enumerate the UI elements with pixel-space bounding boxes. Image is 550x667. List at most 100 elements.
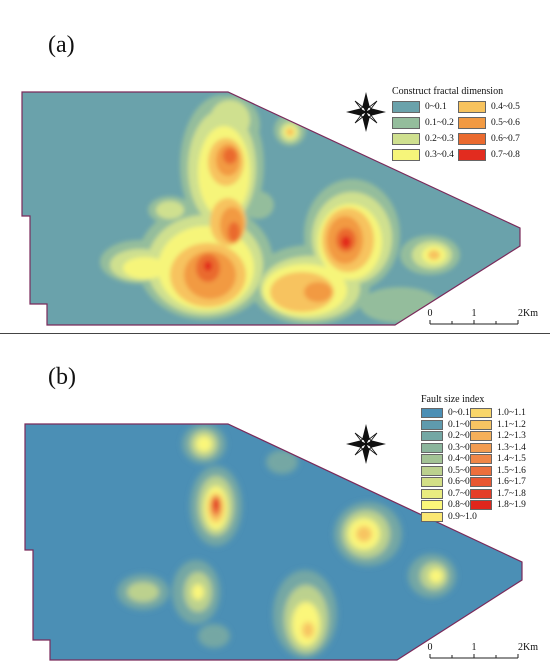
- legend-swatch: [421, 442, 443, 453]
- legend-swatch: [458, 149, 486, 161]
- legend-swatch: [470, 419, 492, 430]
- scale-label-1: 1: [471, 642, 477, 653]
- scale-label-2km: 2Km: [518, 308, 538, 319]
- legend-item: 0.4~0.5: [458, 101, 520, 113]
- legend-item: 0.1~0.2: [421, 419, 477, 430]
- legend-label: 0.7~0.8: [448, 488, 477, 499]
- legend-item: 0~0.1: [421, 408, 470, 418]
- legend-swatch: [392, 133, 420, 145]
- legend-swatch: [470, 488, 492, 499]
- legend-label: 0.2~0.3: [425, 134, 454, 144]
- legend-swatch: [458, 117, 486, 129]
- legend-item: 1.5~1.6: [470, 465, 526, 476]
- legend-label: 0.9~1.0: [448, 511, 477, 522]
- legend-item: 1.6~1.7: [470, 477, 526, 487]
- panel-divider: [0, 333, 550, 334]
- scale-label-0: 0: [427, 642, 433, 653]
- legend-swatch: [470, 477, 492, 487]
- legend-label: 0.2~0.3: [448, 431, 477, 441]
- legend-label: 0.7~0.8: [491, 150, 520, 160]
- legend-label: 0~0.1: [425, 102, 447, 112]
- legend-item: 0.5~0.6: [421, 465, 477, 476]
- legend-label: 1.1~1.2: [497, 419, 526, 430]
- legend-swatch: [392, 149, 420, 161]
- legend-swatch: [470, 465, 492, 476]
- panel-label-b: (b): [48, 364, 76, 390]
- study-area-boundary: [21, 91, 521, 326]
- legend-item: 0.1~0.2: [392, 117, 454, 129]
- scale-bar-b: [429, 654, 519, 659]
- scale-label-2km: 2Km: [518, 642, 538, 653]
- legend-swatch: [421, 465, 443, 476]
- legend-item: 1.8~1.9: [470, 500, 526, 510]
- legend-item: 0.6~0.7: [458, 133, 520, 145]
- legend-item: 0.2~0.3: [421, 431, 477, 441]
- legend-item: 0.9~1.0: [421, 511, 477, 522]
- legend-swatch: [421, 454, 443, 464]
- legend-label: 0.3~0.4: [425, 150, 454, 160]
- legend-title-b: Fault size index: [421, 394, 485, 405]
- legend-swatch: [392, 117, 420, 129]
- legend-swatch: [421, 408, 443, 418]
- legend-item: 0.4~0.5: [421, 454, 477, 464]
- legend-swatch: [458, 133, 486, 145]
- legend-label: 0.1~0.2: [448, 419, 477, 430]
- north-arrow-compass-icon: [346, 92, 386, 132]
- legend-swatch: [421, 431, 443, 441]
- legend-item: 0.6~0.7: [421, 477, 477, 487]
- legend-swatch: [470, 442, 492, 453]
- legend-swatch: [421, 500, 443, 510]
- legend-item: 0.8~0.9: [421, 500, 477, 510]
- legend-label: 1.0~1.1: [497, 408, 526, 418]
- legend-item: 0.5~0.6: [458, 117, 520, 129]
- legend-label: 1.8~1.9: [497, 500, 526, 510]
- legend-item: 1.1~1.2: [470, 419, 526, 430]
- panel-label-a: (a): [48, 32, 75, 58]
- legend-label: 0.5~0.6: [491, 118, 520, 128]
- legend-label: 0.4~0.5: [448, 454, 477, 464]
- map-panel-a: (a) Construct fractal dimension 0~0.1 0.1…: [0, 0, 550, 333]
- map-panel-b: (b) Fault size index 0~0.1 0.1~0.2 0.2~0.3…: [0, 334, 550, 667]
- legend-swatch: [421, 419, 443, 430]
- legend-swatch: [421, 511, 443, 522]
- legend-label: 0.6~0.7: [491, 134, 520, 144]
- legend-swatch: [470, 454, 492, 464]
- legend-label: 1.3~1.4: [497, 442, 526, 453]
- legend-item: 0.3~0.4: [421, 442, 477, 453]
- legend-swatch: [421, 488, 443, 499]
- legend-swatch: [421, 477, 443, 487]
- legend-label: 1.4~1.5: [497, 454, 526, 464]
- legend-label: 0.1~0.2: [425, 118, 454, 128]
- legend-swatch: [470, 408, 492, 418]
- legend-item: 0.7~0.8: [421, 488, 477, 499]
- legend-swatch: [458, 101, 486, 113]
- north-arrow-compass-icon: [346, 424, 386, 464]
- fractal-dimension-heatmap: [22, 92, 520, 325]
- legend-item: 0~0.1: [392, 101, 447, 113]
- legend-item: 1.0~1.1: [470, 408, 526, 418]
- scale-label-1: 1: [471, 308, 477, 319]
- legend-item: 1.3~1.4: [470, 442, 526, 453]
- legend-item: 1.2~1.3: [470, 431, 526, 441]
- legend-swatch: [470, 500, 492, 510]
- legend-label: 0.3~0.4: [448, 442, 477, 453]
- legend-item: 1.7~1.8: [470, 488, 526, 499]
- legend-label: 1.2~1.3: [497, 431, 526, 441]
- legend-label: 0.8~0.9: [448, 500, 477, 510]
- scale-bar-a: [429, 320, 519, 325]
- legend-item: 0.3~0.4: [392, 149, 454, 161]
- legend-item: 1.4~1.5: [470, 454, 526, 464]
- legend-label: 0.5~0.6: [448, 465, 477, 476]
- legend-label: 1.5~1.6: [497, 465, 526, 476]
- legend-label: 0.6~0.7: [448, 477, 477, 487]
- legend-label: 1.7~1.8: [497, 488, 526, 499]
- legend-title-a: Construct fractal dimension: [392, 86, 504, 97]
- legend-swatch: [470, 431, 492, 441]
- legend-label: 0.4~0.5: [491, 102, 520, 112]
- legend-item: 0.7~0.8: [458, 149, 520, 161]
- legend-item: 0.2~0.3: [392, 133, 454, 145]
- legend-swatch: [392, 101, 420, 113]
- legend-label: 1.6~1.7: [497, 477, 526, 487]
- map-a-svg: [21, 91, 521, 326]
- scale-label-0: 0: [427, 308, 433, 319]
